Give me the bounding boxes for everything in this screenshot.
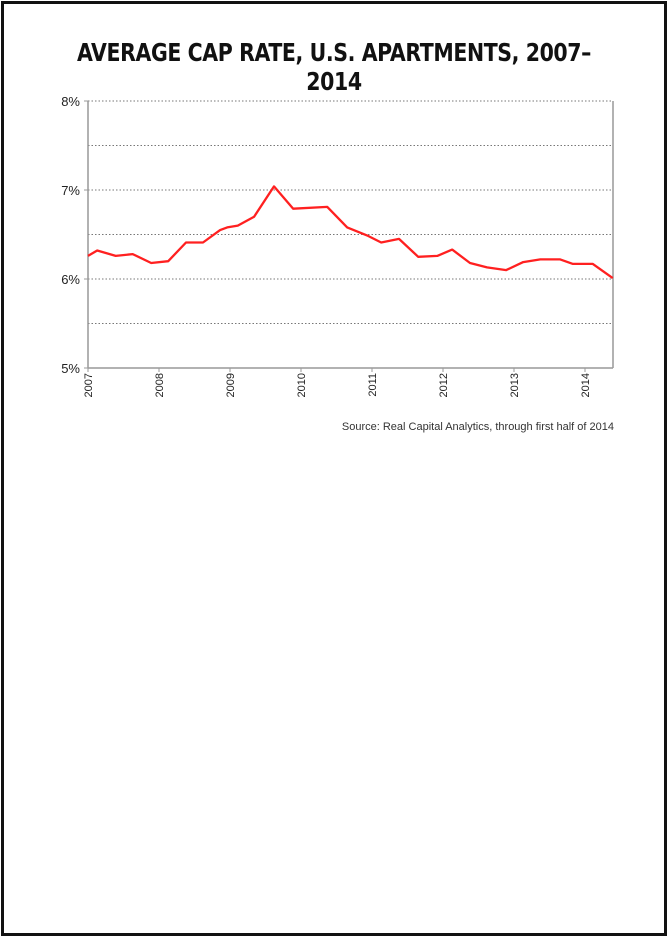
x-tick-label: 2013 xyxy=(509,373,521,397)
chart-title: AVERAGE CAP RATE, U.S. APARTMENTS, 2007–… xyxy=(76,38,591,96)
y-tick-label: 8% xyxy=(61,94,80,109)
x-tick-label: 2008 xyxy=(154,373,166,397)
x-tick-label: 2012 xyxy=(438,373,450,397)
x-tick-label: 2007 xyxy=(83,373,95,397)
y-tick-label: 7% xyxy=(61,183,80,198)
y-tick-label: 6% xyxy=(61,272,80,287)
series-line xyxy=(87,185,614,280)
x-tick-label: 2011 xyxy=(367,373,379,397)
x-tick-label: 2009 xyxy=(225,373,237,397)
x-tick-label: 2010 xyxy=(296,373,308,397)
y-tick-label: 5% xyxy=(61,361,80,376)
x-tick-label: 2014 xyxy=(580,373,592,397)
source-note: Source: Real Capital Analytics, through … xyxy=(341,421,614,433)
